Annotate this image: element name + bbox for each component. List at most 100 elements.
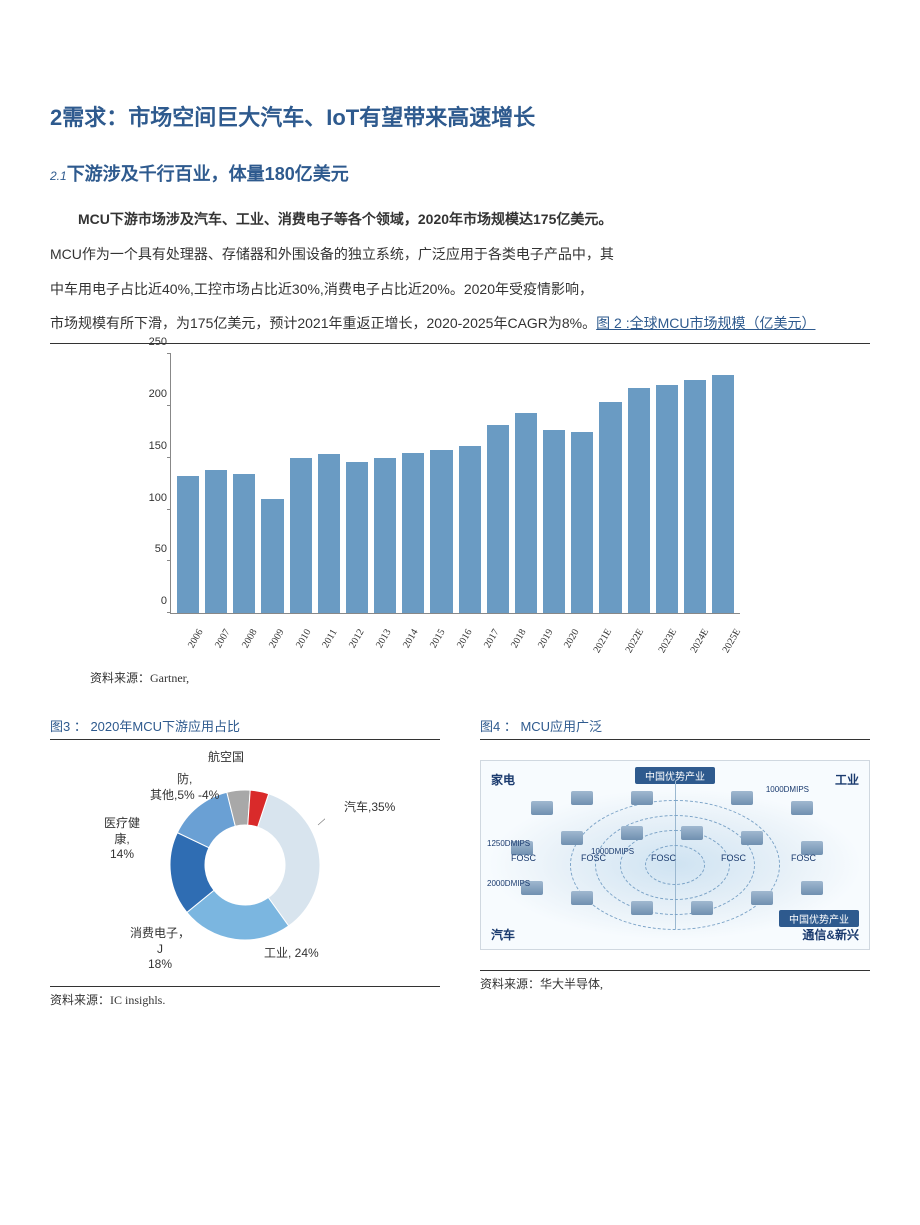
y-axis-tick: 250: [139, 336, 167, 348]
donut-label: 防,其他,5% -4%: [150, 772, 219, 803]
divider: [50, 343, 870, 344]
source-figure-4: 资料来源：华大半导体,: [480, 970, 870, 992]
figure-3-title: 图3 ： 2020年MCU下游应用占比: [50, 716, 440, 740]
ig-node: [751, 891, 773, 905]
bar-chart-plot: 050100150200250: [170, 354, 740, 614]
x-axis-label: 2023E: [656, 627, 679, 655]
bar: [543, 430, 565, 613]
x-axis-label: 2015: [428, 627, 448, 651]
bar: [261, 499, 283, 613]
ig-node: [571, 891, 593, 905]
ig-corner-br: 通信&新兴: [802, 926, 859, 943]
bar-x-labels: 2006200720082009201020112012201320142015…: [170, 614, 740, 629]
x-axis-label: 2022E: [624, 627, 647, 655]
bar: [177, 476, 199, 613]
column-left: 图3 ： 2020年MCU下游应用占比 航空国防,其他,5% -4% 汽车,35%…: [50, 716, 440, 1008]
ig-banner-br: 中国优势产业: [779, 910, 859, 927]
x-axis-label: 2009: [267, 627, 287, 651]
bar: [205, 470, 227, 613]
ig-tag: FOSC: [721, 853, 746, 863]
source-figure-3: 资料来源：IC insighls.: [50, 986, 440, 1008]
ig-corner-tr: 工业: [835, 771, 859, 788]
x-axis-label: 2014: [401, 627, 421, 651]
y-axis-tick: 150: [139, 440, 167, 452]
ig-node: [621, 826, 643, 840]
bar: [402, 453, 424, 614]
x-axis-label: 2012: [347, 627, 367, 651]
donut-label: 消费电子，J18%: [130, 926, 190, 973]
x-axis-label: 2006: [186, 627, 206, 651]
ig-ring: [570, 800, 780, 930]
x-axis-label: 2024E: [688, 627, 711, 655]
paragraph-2: MCU作为一个具有处理器、存储器和外围设备的独立系统，广泛应用于各类电子产品中，…: [50, 239, 870, 270]
ig-node: [691, 901, 713, 915]
bar: [515, 413, 537, 613]
bar: [599, 402, 621, 613]
bar: [290, 458, 312, 613]
x-axis-label: 2016: [455, 627, 475, 651]
ig-tag: FOSC: [791, 853, 816, 863]
y-axis-tick: 200: [139, 388, 167, 400]
donut-label: 医疗健康,14%: [104, 816, 140, 863]
bar: [571, 432, 593, 613]
bar: [459, 446, 481, 613]
ig-node: [791, 801, 813, 815]
paragraph-1: MCU下游市场涉及汽车、工业、消费电子等各个领域，2020年市场规模达175亿美…: [50, 204, 870, 235]
figure-4-title: 图4 ： MCU应用广泛: [480, 716, 870, 740]
infographic-figure-4: 家电工业汽车通信&新兴中国优势产业中国优势产业FOSCFOSCFOSCFOSCF…: [480, 760, 870, 950]
bar: [628, 388, 650, 613]
heading3-text: 下游涉及千行百业，体量180亿美元: [67, 164, 349, 184]
ig-corner-tl: 家电: [491, 771, 515, 788]
bar: [346, 462, 368, 613]
paragraph-1-bold: MCU下游市场涉及汽车、工业、消费电子等各个领域，2020年市场规模达175亿美…: [78, 211, 612, 227]
ig-node: [801, 881, 823, 895]
donut-label: 航空国: [208, 750, 244, 766]
bar: [487, 425, 509, 614]
x-axis-label: 2019: [535, 627, 555, 651]
y-axis-tick: 0: [139, 595, 167, 607]
x-axis-label: 2010: [293, 627, 313, 651]
ig-node: [731, 791, 753, 805]
ig-corner-bl: 汽车: [491, 926, 515, 943]
x-axis-label: 2017: [482, 627, 502, 651]
bar-chart-figure-2: 050100150200250 200620072008200920102011…: [170, 354, 870, 629]
x-axis-label: 2013: [374, 627, 394, 651]
figure-2-link[interactable]: 图 2 :全球MCU市场规模（亿美元）: [596, 315, 815, 331]
x-axis-label: 2021E: [592, 627, 615, 655]
x-axis-label: 2011: [320, 627, 340, 651]
donut-label: 汽车,35%: [344, 800, 395, 816]
ig-node: [741, 831, 763, 845]
y-axis-tick: 50: [139, 543, 167, 555]
ig-dmips: 1000DMIPS: [766, 785, 809, 794]
bar: [430, 450, 452, 614]
section-heading-2: 2需求：市场空间巨大汽车、IoT有望带来高速增长: [50, 100, 870, 132]
x-axis-label: 2008: [240, 627, 260, 651]
bar-group: [171, 354, 740, 613]
x-axis-label: 2018: [509, 627, 529, 651]
ig-tag: FOSC: [651, 853, 676, 863]
bar: [656, 385, 678, 613]
ig-dmips: 1000DMIPS: [591, 847, 634, 856]
section-heading-3: 2.1下游涉及千行百业，体量180亿美元: [50, 160, 870, 186]
paragraph-4a: 市场规模有所下滑，为175亿美元，预计2021年重返正增长，2020-2025年…: [50, 315, 596, 331]
paragraph-3: 中车用电子占比近40%,工控市场占比近30%,消费电子占比近20%。2020年受…: [50, 274, 870, 305]
ig-node: [571, 791, 593, 805]
heading3-number: 2.1: [50, 169, 67, 183]
x-axis-label: 2020: [562, 627, 582, 651]
ig-dmips: 1250DMIPS: [487, 839, 530, 848]
bar: [374, 458, 396, 613]
ig-dmips: 2000DMIPS: [487, 879, 530, 888]
bar: [318, 454, 340, 614]
ig-node: [631, 791, 653, 805]
ig-node: [631, 901, 653, 915]
x-axis-label: 2025E: [720, 627, 743, 655]
donut-svg: [165, 785, 325, 945]
source-figure-2: 资料来源：Gartner,: [90, 669, 870, 686]
bar: [684, 380, 706, 613]
bar: [712, 375, 734, 613]
donut-chart-figure-3: 航空国防,其他,5% -4%汽车,35%医疗健康,14%消费电子，J18%工业,…: [50, 750, 410, 980]
ig-node: [561, 831, 583, 845]
ig-node: [531, 801, 553, 815]
x-axis-label: 2007: [213, 627, 233, 651]
y-axis-tick: 100: [139, 492, 167, 504]
